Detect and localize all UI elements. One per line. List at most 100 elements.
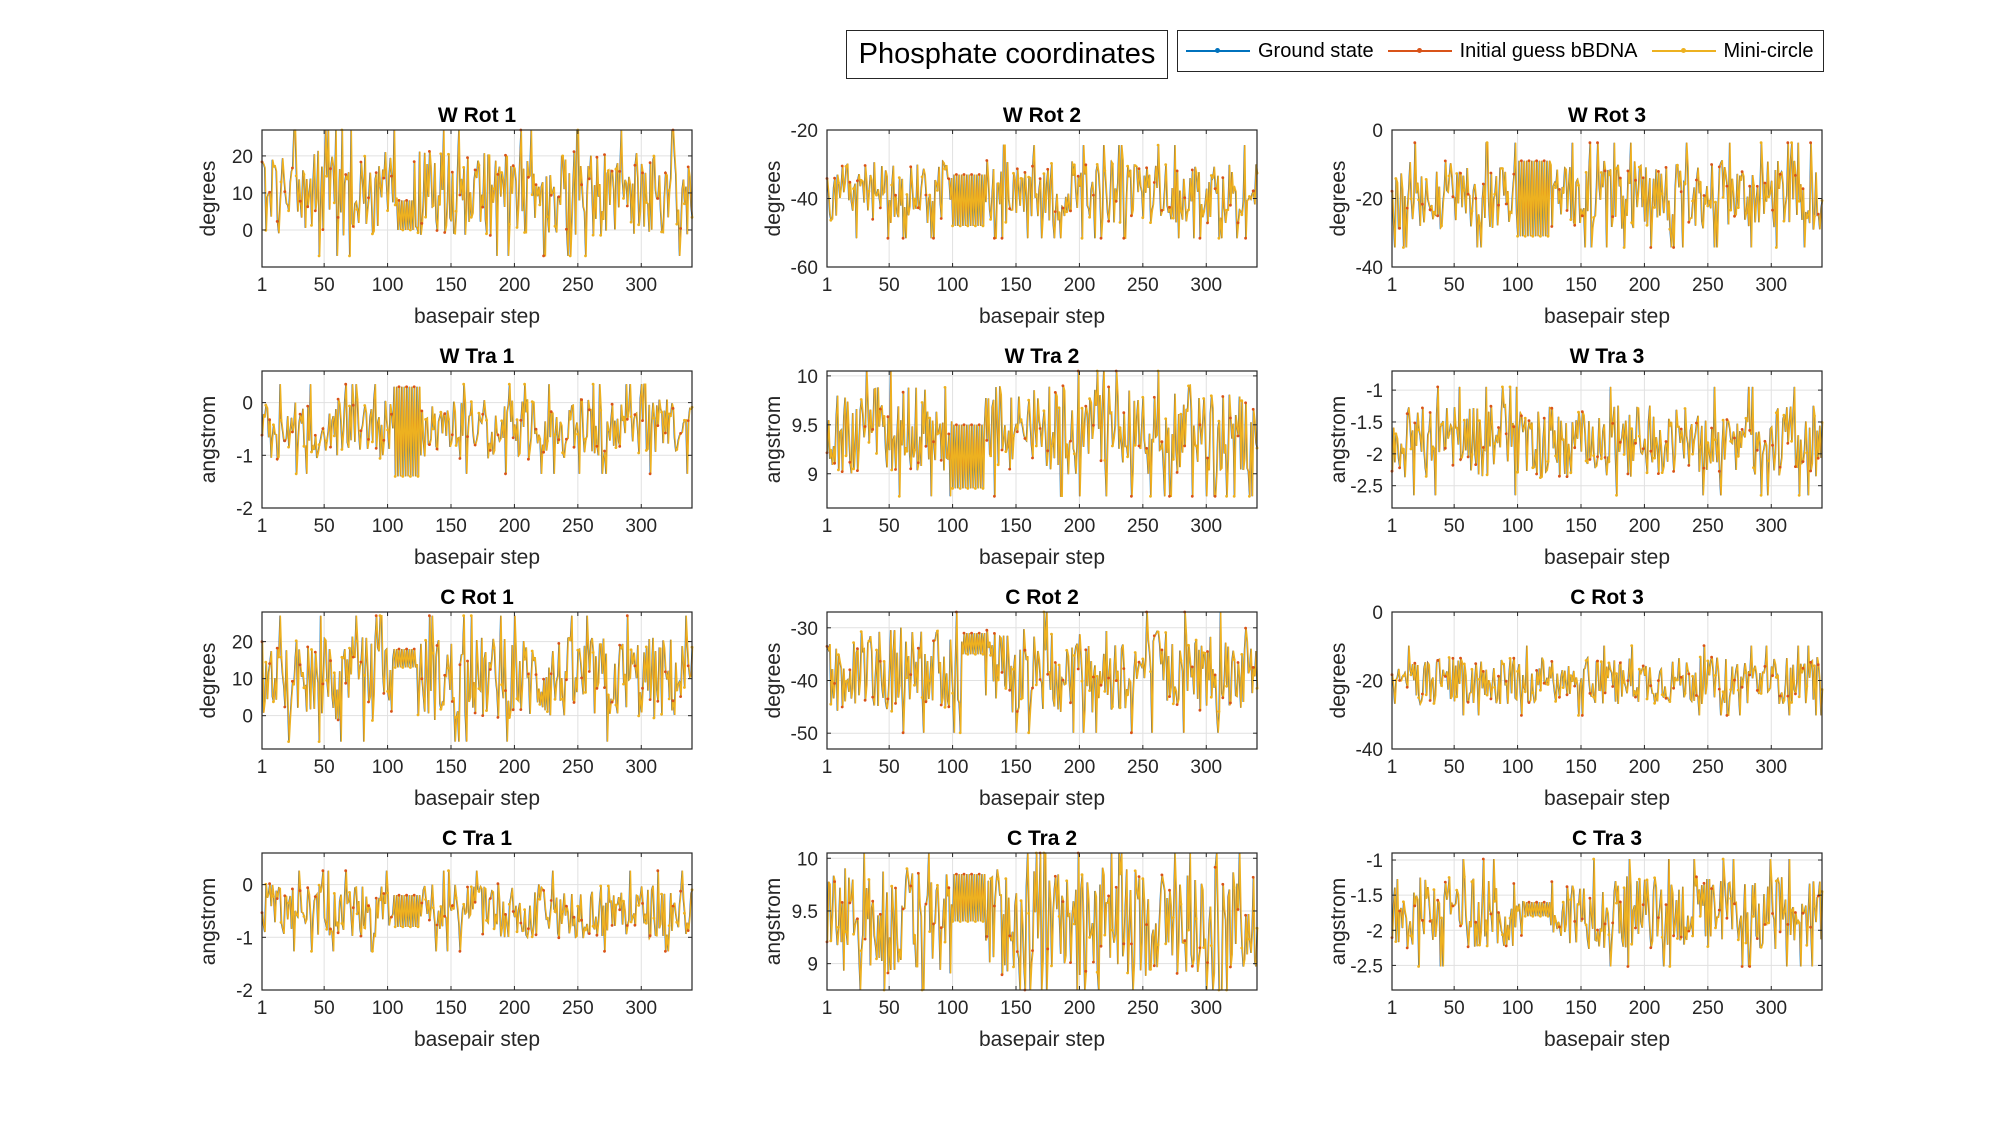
data-point bbox=[644, 921, 648, 925]
axes-box bbox=[261, 852, 693, 991]
data-point bbox=[1626, 965, 1630, 968]
data-point bbox=[1042, 172, 1046, 176]
data-point bbox=[637, 904, 641, 907]
data-point bbox=[1637, 165, 1641, 169]
data-point bbox=[1149, 494, 1152, 498]
data-point bbox=[1004, 877, 1008, 880]
subplot-title: W Rot 1 bbox=[438, 104, 516, 127]
data-point bbox=[584, 437, 587, 441]
data-point bbox=[1405, 412, 1409, 415]
data-point bbox=[1714, 674, 1717, 677]
data-point bbox=[686, 664, 690, 668]
data-point bbox=[568, 254, 572, 258]
data-point bbox=[840, 470, 844, 473]
data-point bbox=[1004, 687, 1008, 690]
data-point bbox=[523, 382, 526, 386]
data-point bbox=[1236, 908, 1240, 911]
data-point bbox=[1053, 874, 1057, 878]
data-point bbox=[336, 718, 340, 722]
data-point bbox=[428, 443, 431, 446]
data-point bbox=[932, 922, 935, 926]
x-tick-label: 200 bbox=[1064, 275, 1096, 296]
data-point bbox=[1752, 184, 1755, 187]
data-point bbox=[504, 689, 507, 692]
data-point bbox=[557, 642, 561, 645]
data-point bbox=[683, 911, 686, 915]
data-point bbox=[1012, 965, 1015, 969]
data-point bbox=[1577, 902, 1580, 906]
data-point bbox=[1569, 898, 1573, 901]
data-point bbox=[1645, 471, 1649, 475]
data-point bbox=[829, 448, 833, 452]
data-point bbox=[1057, 915, 1061, 918]
data-point bbox=[641, 419, 644, 422]
data-point bbox=[515, 697, 519, 701]
data-point bbox=[1190, 964, 1194, 968]
data-point bbox=[1187, 208, 1190, 212]
data-point bbox=[1398, 679, 1401, 682]
data-point bbox=[859, 398, 863, 401]
data-point bbox=[1402, 900, 1405, 904]
series-markers bbox=[260, 614, 694, 743]
data-point bbox=[1695, 421, 1698, 425]
series-line-mini-circle bbox=[1391, 858, 1824, 968]
data-point bbox=[371, 949, 374, 953]
data-point bbox=[667, 697, 671, 701]
data-point bbox=[1763, 181, 1767, 185]
data-point bbox=[1805, 684, 1809, 688]
data-point bbox=[890, 183, 894, 187]
data-point bbox=[1152, 964, 1156, 968]
data-point bbox=[1034, 444, 1038, 448]
data-point bbox=[1122, 411, 1126, 415]
data-point bbox=[648, 934, 652, 938]
axes-box bbox=[1391, 852, 1823, 991]
data-point bbox=[1175, 169, 1179, 173]
data-point bbox=[511, 436, 515, 440]
data-point bbox=[1107, 676, 1110, 680]
y-axis-label: angstrom bbox=[1327, 396, 1350, 484]
data-point bbox=[431, 427, 435, 431]
data-point bbox=[1421, 406, 1424, 410]
data-point bbox=[1794, 465, 1797, 468]
data-point bbox=[1596, 455, 1599, 459]
data-point bbox=[1065, 210, 1069, 214]
data-point bbox=[336, 931, 340, 935]
data-point bbox=[1744, 416, 1748, 420]
data-point bbox=[1141, 216, 1145, 220]
data-point bbox=[629, 920, 633, 924]
data-point bbox=[675, 448, 679, 451]
data-point bbox=[1478, 419, 1481, 422]
data-point bbox=[1031, 164, 1034, 168]
data-point bbox=[591, 382, 595, 386]
data-point bbox=[1687, 929, 1691, 933]
data-point bbox=[1755, 937, 1759, 940]
data-point bbox=[1778, 465, 1782, 469]
data-point bbox=[313, 650, 317, 654]
data-point bbox=[1190, 168, 1194, 172]
data-point bbox=[1217, 236, 1221, 240]
data-point bbox=[1217, 419, 1221, 423]
data-point bbox=[329, 659, 332, 663]
data-point bbox=[561, 451, 564, 455]
data-point bbox=[1550, 406, 1554, 410]
data-point bbox=[1531, 466, 1535, 470]
data-point bbox=[1088, 397, 1091, 401]
data-point bbox=[686, 929, 690, 932]
data-point bbox=[580, 183, 583, 187]
data-point bbox=[1447, 656, 1451, 659]
data-point bbox=[981, 920, 985, 923]
data-point bbox=[1497, 426, 1500, 429]
data-point bbox=[1774, 675, 1778, 679]
data-point bbox=[1630, 644, 1634, 647]
data-point bbox=[542, 889, 545, 892]
data-point bbox=[1092, 423, 1095, 427]
data-point bbox=[863, 425, 867, 428]
data-point bbox=[1031, 456, 1034, 460]
data-point bbox=[1130, 494, 1133, 498]
data-point bbox=[837, 653, 840, 657]
data-point bbox=[1130, 214, 1133, 218]
x-tick-label: 100 bbox=[372, 757, 404, 778]
data-point bbox=[565, 678, 568, 682]
data-point bbox=[1019, 697, 1023, 701]
data-point bbox=[1244, 626, 1247, 630]
